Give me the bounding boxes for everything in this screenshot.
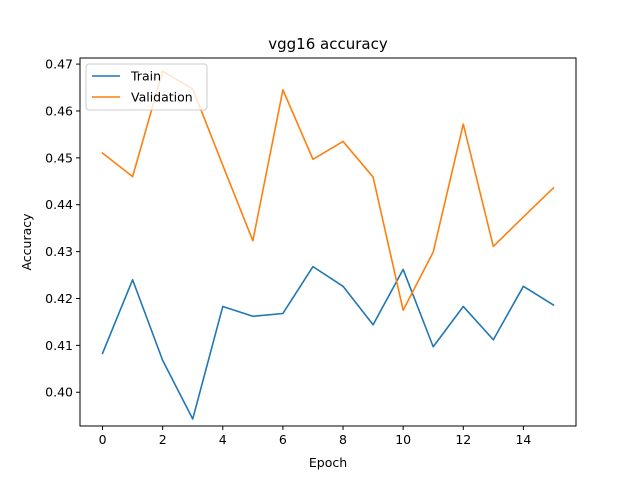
y-tick-label: 0.46 [45,103,73,118]
y-tick-label: 0.47 [45,57,73,72]
series-line-train [101,265,555,420]
plot-frame [79,57,577,427]
legend: Train Validation [85,63,208,111]
x-tick-label: 2 [159,432,167,447]
y-tick-label: 0.43 [45,244,73,259]
x-tick-label: 6 [279,432,287,447]
y-tick-label: 0.42 [45,291,73,306]
x-tick-label: 0 [99,432,107,447]
y-tick-label: 0.40 [45,385,73,400]
y-tick-label: 0.41 [45,338,73,353]
x-tick-label: 8 [339,432,347,447]
x-axis-label: Epoch [309,455,347,470]
y-axis: 0.40 0.41 0.42 0.43 0.44 0.45 0.46 0.47 [45,57,80,400]
x-tick-label: 10 [395,432,411,447]
chart-title: vgg16 accuracy [268,35,388,53]
y-tick-label: 0.45 [45,150,73,165]
y-tick-label: 0.44 [45,197,73,212]
legend-label-train: Train [130,69,161,84]
x-tick-label: 14 [515,432,531,447]
legend-label-validation: Validation [131,90,193,105]
x-tick-label: 12 [455,432,471,447]
x-axis: 0 2 4 6 8 10 12 14 [99,426,531,447]
x-tick-label: 4 [219,432,227,447]
y-axis-label: Accuracy [19,213,34,271]
